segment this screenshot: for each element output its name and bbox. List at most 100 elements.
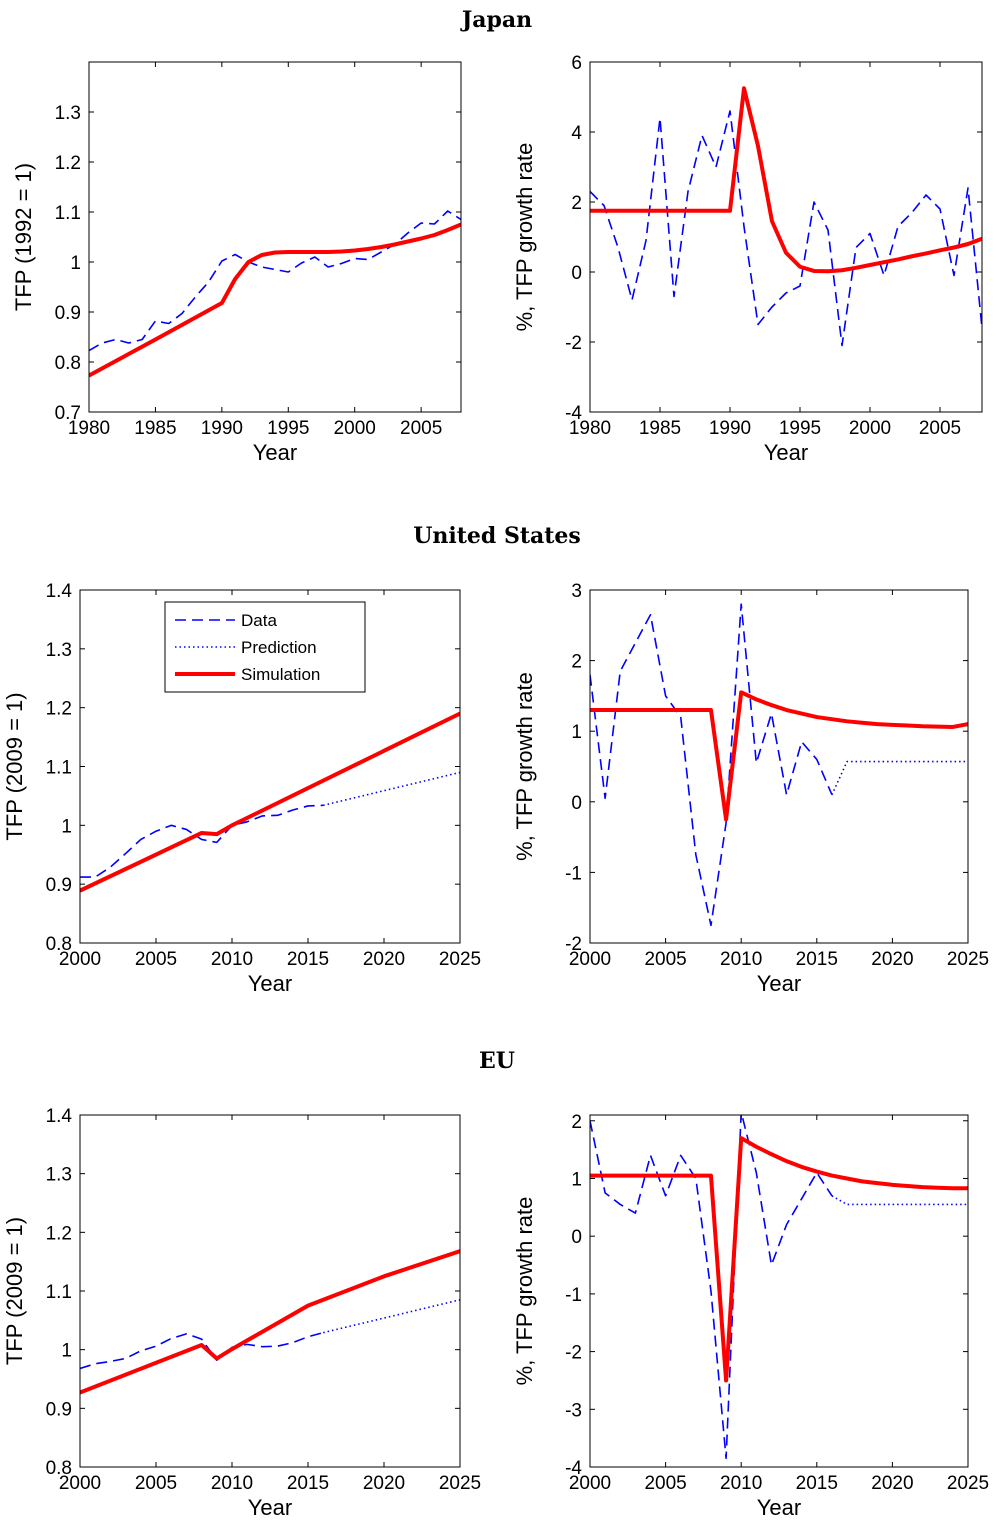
- x-tick-label: 2005: [644, 949, 686, 970]
- x-tick-label: 2005: [400, 418, 442, 439]
- x-tick-label: 2010: [720, 1473, 762, 1494]
- y-tick-label: 0: [571, 793, 582, 814]
- x-tick-label: 2020: [363, 1473, 405, 1494]
- y-tick-label: 1.2: [46, 699, 72, 720]
- x-tick-label: 2005: [644, 1473, 686, 1494]
- x-tick-label: 2025: [439, 1473, 481, 1494]
- plot-area: [80, 1115, 460, 1467]
- section-title-united-states: United States: [413, 523, 581, 549]
- y-tick-label: 0.8: [55, 353, 81, 374]
- y-tick-label: -4: [565, 403, 582, 424]
- y-tick-label: 3: [571, 581, 582, 602]
- x-tick-label: 2020: [871, 949, 913, 970]
- y-tick-label: 1: [61, 1341, 72, 1362]
- y-axis-label: TFP (1992 = 1): [11, 163, 36, 311]
- axes-frame: [589, 1114, 969, 1468]
- chart-panel-eu_growth: 2000 2005 2010 2015 2020 2025 -4 -3 -2 -1 0 1 2 Year%…: [512, 1112, 989, 1520]
- x-tick-label: 2000: [569, 949, 611, 970]
- y-axis-label: %, TFP growth rate: [512, 672, 537, 861]
- y-tick-label: -1: [565, 1285, 582, 1306]
- series-data-line: [590, 1115, 833, 1460]
- x-axis-label: Year: [757, 1495, 801, 1520]
- y-tick-label: 1: [571, 722, 582, 743]
- series-prediction-line: [831, 1195, 968, 1206]
- x-tick-label: 2005: [919, 418, 961, 439]
- x-tick-label: 1985: [134, 418, 176, 439]
- y-tick-label: 0.8: [46, 934, 72, 955]
- y-tick-label: 2: [571, 652, 582, 673]
- x-axis-label: Year: [757, 971, 801, 996]
- legend-label-prediction: Prediction: [241, 638, 317, 657]
- plot-area: [89, 62, 461, 412]
- y-tick-label: 1.3: [55, 103, 81, 124]
- y-tick-label: 1.1: [46, 1282, 72, 1303]
- plot-area: [590, 590, 968, 943]
- chart-panel-us_level: 2000 2005 2010 2015 2020 2025 0.8 0.9 1 1.1 1.2 1.3…: [2, 581, 481, 996]
- x-tick-label: 1995: [267, 418, 309, 439]
- x-axis-label: Year: [248, 971, 292, 996]
- x-tick-label: 2025: [947, 1473, 989, 1494]
- y-axis-label: %, TFP growth rate: [512, 143, 537, 332]
- series-data-line: [80, 804, 324, 878]
- series-simulation-line: [590, 690, 968, 822]
- y-tick-label: -2: [565, 1343, 582, 1364]
- x-tick-label: 2000: [334, 418, 376, 439]
- y-tick-label: 4: [571, 123, 582, 144]
- x-tick-label: 2000: [59, 1473, 101, 1494]
- y-tick-label: 0.8: [46, 1458, 72, 1479]
- x-tick-label: 1990: [201, 418, 243, 439]
- x-tick-label: 1995: [779, 418, 821, 439]
- y-tick-label: -4: [565, 1458, 582, 1479]
- x-tick-label: 2015: [796, 1473, 838, 1494]
- section-title-japan: Japan: [460, 7, 532, 33]
- series-data-line: [89, 210, 461, 352]
- x-tick-label: 2020: [871, 1473, 913, 1494]
- legend: Data Prediction Simulation: [164, 601, 366, 693]
- legend-label-simulation: Simulation: [241, 665, 320, 684]
- series-simulation-line: [89, 222, 461, 378]
- y-tick-label: -2: [565, 333, 582, 354]
- y-tick-label: 0: [571, 263, 582, 284]
- section-title-eu: EU: [479, 1048, 515, 1074]
- y-tick-label: 0: [571, 1227, 582, 1248]
- x-axis-label: Year: [253, 440, 297, 465]
- y-tick-label: 1.3: [46, 640, 72, 661]
- x-tick-label: 2015: [287, 1473, 329, 1494]
- y-tick-label: -1: [565, 863, 582, 884]
- chart-panel-japan_growth: 1980 1985 1990 1995 2000 2005 -4 -2 0 2 4 6 Year %, T…: [512, 53, 983, 465]
- y-tick-label: 1: [571, 1169, 582, 1190]
- y-tick-label: 1.4: [46, 1106, 73, 1127]
- x-tick-label: 2000: [849, 418, 891, 439]
- y-axis-label: %, TFP growth rate: [512, 1197, 537, 1386]
- axes-frame: [589, 589, 969, 944]
- y-tick-label: 6: [571, 53, 582, 74]
- series-prediction-line: [323, 1299, 460, 1334]
- chart-panel-eu_level: 2000 2005 2010 2015 2020 2025 0.8 0.9 1 1.1 1.2 1.3…: [2, 1106, 481, 1520]
- x-axis-label: Year: [764, 440, 808, 465]
- y-tick-label: 1.4: [46, 581, 73, 602]
- x-tick-label: 1980: [569, 418, 611, 439]
- y-tick-label: 1.3: [46, 1165, 72, 1186]
- plot-area: [590, 62, 982, 412]
- axes-frame: [88, 61, 462, 413]
- x-tick-label: 2015: [287, 949, 329, 970]
- y-tick-label: 2: [571, 1112, 582, 1133]
- x-tick-label: 2010: [720, 949, 762, 970]
- series-data-line: [80, 1331, 324, 1370]
- series-simulation-line: [590, 1136, 968, 1383]
- x-tick-label: 2015: [796, 949, 838, 970]
- series-prediction-line: [323, 771, 460, 807]
- axes-frame: [589, 61, 983, 413]
- legend-label-data: Data: [241, 611, 277, 630]
- y-tick-label: 0.9: [46, 1399, 72, 1420]
- x-tick-label: 1980: [68, 418, 110, 439]
- y-tick-label: -3: [565, 1400, 582, 1421]
- x-tick-label: 2000: [59, 949, 101, 970]
- y-tick-label: 0.9: [55, 303, 81, 324]
- y-tick-label: -2: [565, 934, 582, 955]
- series-simulation-line: [80, 711, 460, 893]
- y-tick-label: 1.2: [55, 153, 81, 174]
- chart-panel-japan_level: 1980 1985 1990 1995 2000 2005 0.7 0.8 0.9 1 1.1 1.2…: [11, 61, 462, 465]
- x-tick-label: 2010: [211, 949, 253, 970]
